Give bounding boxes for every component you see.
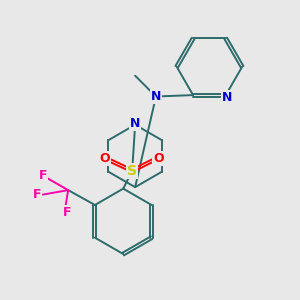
Text: F: F [39, 169, 47, 182]
Text: O: O [153, 152, 164, 165]
Text: N: N [130, 117, 140, 130]
Text: F: F [33, 188, 41, 201]
Text: O: O [99, 152, 110, 165]
Text: N: N [222, 91, 232, 104]
Text: F: F [62, 206, 71, 219]
Text: S: S [127, 164, 137, 178]
Text: N: N [151, 90, 161, 103]
